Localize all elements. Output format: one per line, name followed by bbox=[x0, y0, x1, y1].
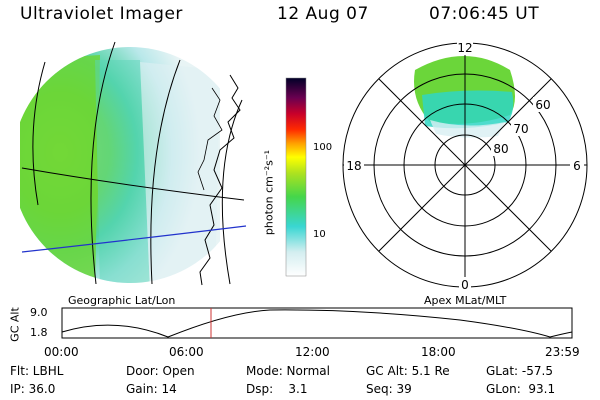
gain-info: Gain: 14 bbox=[126, 382, 177, 396]
colorbar-unit-label-wrap: photon cm⁻²s⁻¹ bbox=[252, 140, 282, 250]
glon-info: GLon: 93.1 bbox=[486, 382, 556, 396]
altitude-plot bbox=[61, 307, 573, 339]
polar-panel-label: Apex MLat/MLT bbox=[424, 294, 507, 307]
date-label: 12 Aug 07 bbox=[277, 4, 369, 24]
xtick-1200: 12:00 bbox=[295, 345, 330, 359]
coastline-inner bbox=[197, 87, 223, 191]
door-info: Door: Open bbox=[126, 364, 195, 378]
polar-grid bbox=[342, 42, 588, 288]
lat-label-70: 70 bbox=[513, 122, 528, 136]
colorbar-unit-label: photon cm⁻²s⁻¹ bbox=[262, 149, 276, 236]
geographic-image-panel bbox=[20, 41, 247, 286]
mlt-label-6: 6 bbox=[573, 159, 581, 173]
xtick-1800: 18:00 bbox=[421, 345, 456, 359]
polar-plot: 12 18 6 0 60 70 80 bbox=[342, 41, 588, 293]
coastline bbox=[199, 74, 241, 286]
xtick-0000: 00:00 bbox=[44, 345, 79, 359]
glat-info: GLat: -57.5 bbox=[486, 364, 553, 378]
colorbar-scale bbox=[285, 77, 307, 277]
mlt-label-0: 0 bbox=[461, 278, 469, 292]
filter-info: Flt: LBHL bbox=[10, 364, 64, 378]
colorbar-tick-10: 10 bbox=[313, 229, 326, 240]
mode-info: Mode: Normal bbox=[246, 364, 330, 378]
geo-grid bbox=[21, 41, 245, 285]
ip-info: IP: 36.0 bbox=[10, 382, 56, 396]
altitude-ytick-9: 9.0 bbox=[30, 306, 48, 319]
altitude-curve bbox=[61, 309, 573, 338]
time-label: 07:06:45 UT bbox=[429, 4, 540, 24]
seq-info: Seq: 39 bbox=[366, 382, 412, 396]
gc-alt-info: GC Alt: 5.1 Re bbox=[366, 364, 450, 378]
xtick-2359: 23:59 bbox=[545, 345, 580, 359]
lat-label-60: 60 bbox=[535, 98, 550, 112]
geo-aurora-image bbox=[20, 47, 220, 283]
app-title: Ultraviolet Imager bbox=[20, 4, 183, 24]
geo-panel-label: Geographic Lat/Lon bbox=[68, 294, 176, 307]
dsp-info: Dsp: 3.1 bbox=[246, 382, 308, 396]
colorbar bbox=[285, 77, 307, 277]
xtick-0600: 06:00 bbox=[169, 345, 204, 359]
geo-equator-line bbox=[21, 225, 247, 253]
colorbar-tick-100: 100 bbox=[313, 142, 333, 153]
altitude-plot-frame bbox=[61, 307, 573, 339]
altitude-ylabel: GC Alt bbox=[8, 307, 22, 342]
lat-label-80: 80 bbox=[493, 142, 508, 156]
altitude-ytick-1-8: 1.8 bbox=[30, 326, 48, 339]
mlt-label-12: 12 bbox=[457, 41, 472, 55]
mlt-label-18: 18 bbox=[346, 159, 361, 173]
